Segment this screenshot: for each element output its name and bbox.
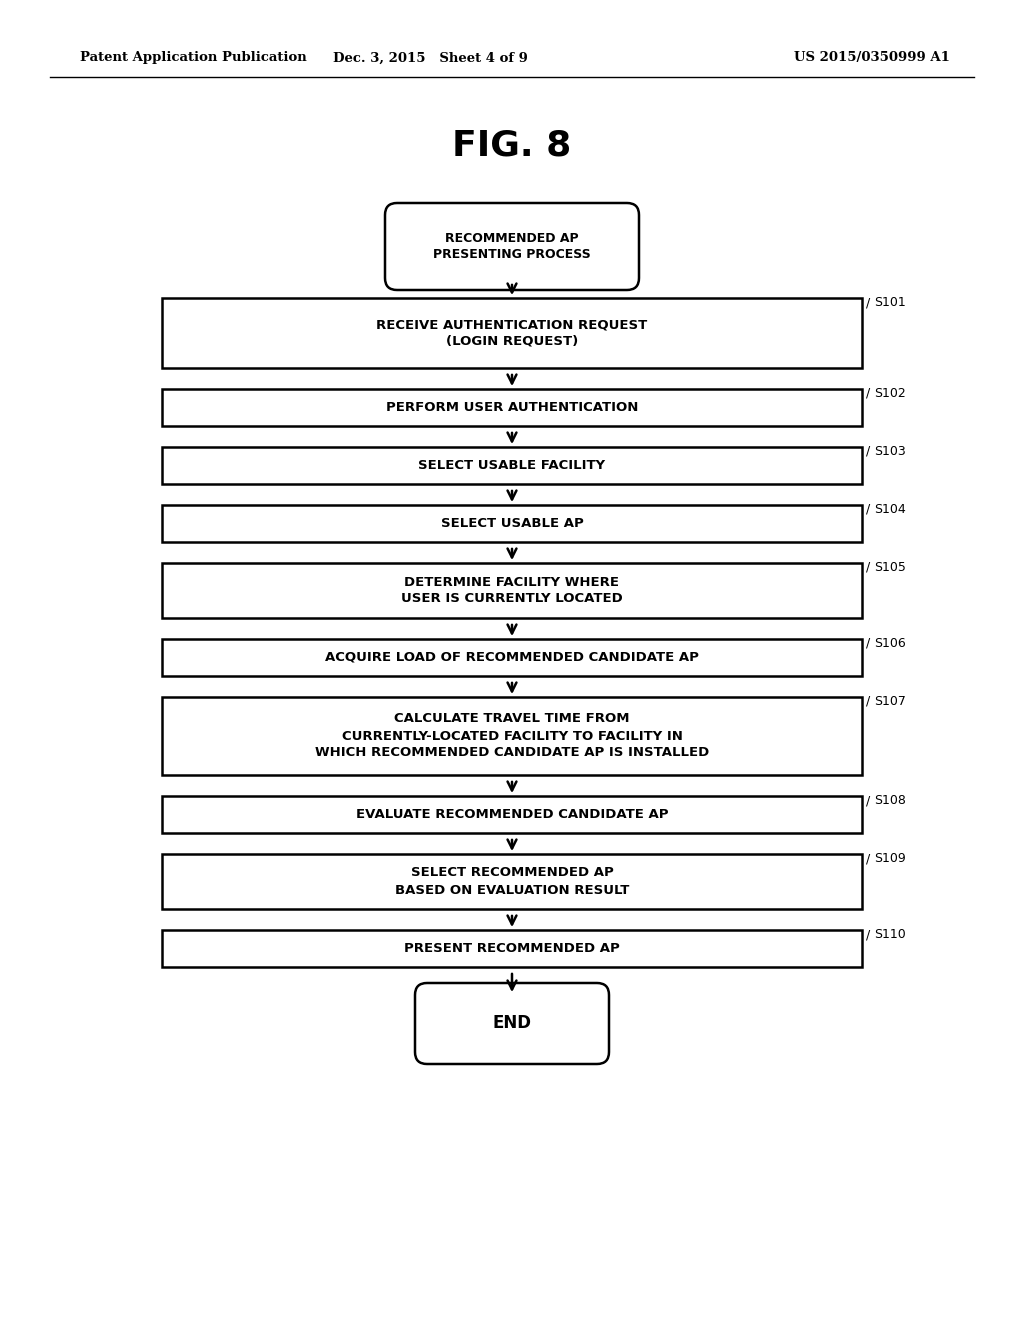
Text: /: / [866,387,870,400]
Text: ACQUIRE LOAD OF RECOMMENDED CANDIDATE AP: ACQUIRE LOAD OF RECOMMENDED CANDIDATE AP [325,651,699,664]
FancyBboxPatch shape [162,796,862,833]
Text: SELECT RECOMMENDED AP
BASED ON EVALUATION RESULT: SELECT RECOMMENDED AP BASED ON EVALUATIO… [395,866,629,896]
Text: /: / [866,561,870,574]
Text: CALCULATE TRAVEL TIME FROM
CURRENTLY-LOCATED FACILITY TO FACILITY IN
WHICH RECOM: CALCULATE TRAVEL TIME FROM CURRENTLY-LOC… [314,713,710,759]
Text: /: / [866,851,870,865]
Text: END: END [493,1015,531,1032]
FancyBboxPatch shape [385,203,639,290]
Text: /: / [866,638,870,649]
Text: RECEIVE AUTHENTICATION REQUEST
(LOGIN REQUEST): RECEIVE AUTHENTICATION REQUEST (LOGIN RE… [377,318,647,348]
Text: US 2015/0350999 A1: US 2015/0350999 A1 [795,51,950,65]
Text: /: / [866,696,870,708]
FancyBboxPatch shape [162,389,862,426]
Text: PRESENT RECOMMENDED AP: PRESENT RECOMMENDED AP [404,942,620,954]
Text: S103: S103 [874,445,906,458]
Text: S105: S105 [874,561,906,574]
Text: S108: S108 [874,795,906,807]
Text: /: / [866,795,870,807]
Text: Patent Application Publication: Patent Application Publication [80,51,307,65]
FancyBboxPatch shape [415,983,609,1064]
FancyBboxPatch shape [162,506,862,543]
Text: /: / [866,503,870,516]
Text: S107: S107 [874,696,906,708]
Text: SELECT USABLE FACILITY: SELECT USABLE FACILITY [419,459,605,473]
Text: S110: S110 [874,928,906,941]
Text: S101: S101 [874,296,906,309]
Text: DETERMINE FACILITY WHERE
USER IS CURRENTLY LOCATED: DETERMINE FACILITY WHERE USER IS CURRENT… [401,576,623,606]
Text: S106: S106 [874,638,906,649]
FancyBboxPatch shape [162,639,862,676]
Text: SELECT USABLE AP: SELECT USABLE AP [440,517,584,531]
Text: /: / [866,928,870,941]
Text: S104: S104 [874,503,906,516]
Text: EVALUATE RECOMMENDED CANDIDATE AP: EVALUATE RECOMMENDED CANDIDATE AP [355,808,669,821]
Text: FIG. 8: FIG. 8 [453,128,571,162]
Text: S109: S109 [874,851,906,865]
FancyBboxPatch shape [162,298,862,368]
Text: Dec. 3, 2015   Sheet 4 of 9: Dec. 3, 2015 Sheet 4 of 9 [333,51,527,65]
FancyBboxPatch shape [162,697,862,775]
Text: /: / [866,445,870,458]
FancyBboxPatch shape [162,931,862,968]
Text: S102: S102 [874,387,906,400]
FancyBboxPatch shape [162,447,862,484]
Text: PERFORM USER AUTHENTICATION: PERFORM USER AUTHENTICATION [386,401,638,414]
Text: /: / [866,296,870,309]
FancyBboxPatch shape [162,564,862,618]
Text: RECOMMENDED AP
PRESENTING PROCESS: RECOMMENDED AP PRESENTING PROCESS [433,231,591,261]
FancyBboxPatch shape [162,854,862,909]
